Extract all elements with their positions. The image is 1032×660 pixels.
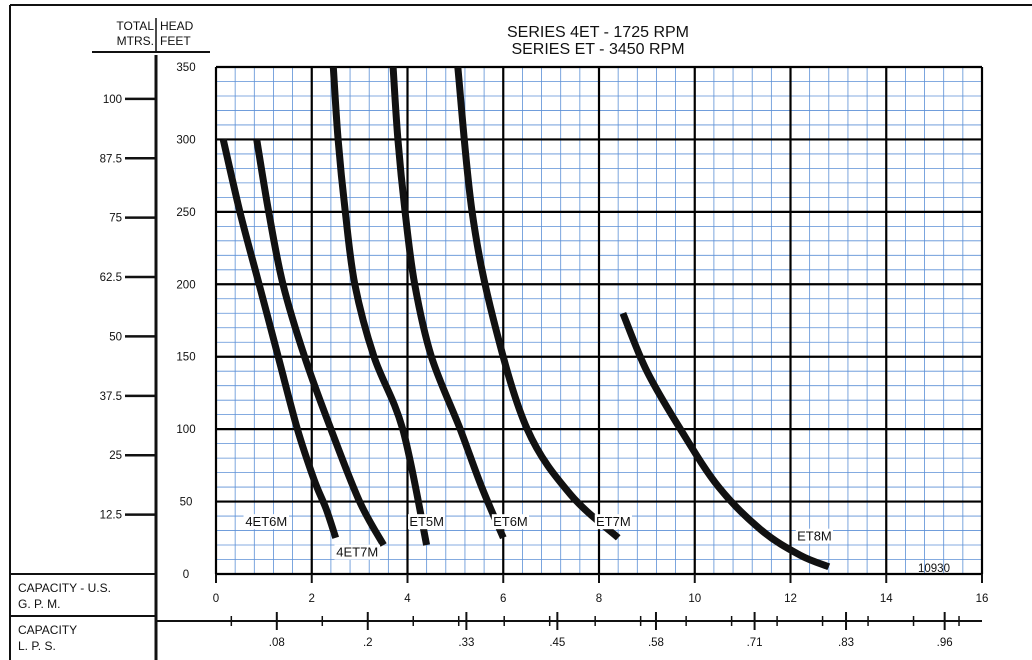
y-tick-label-meters: 50 [109, 331, 122, 343]
curve-label-bg-et5m [408, 514, 446, 530]
curve-4et6m [219, 138, 340, 539]
x-tick-label-gpm: 8 [596, 593, 602, 605]
y-tick-label-feet: 300 [176, 134, 195, 146]
y-tick-label-feet: 50 [180, 497, 193, 509]
y-tick-label-meters: 100 [103, 94, 122, 106]
y-tick-label-meters: 12.5 [100, 510, 122, 522]
curve-et8m [619, 311, 831, 571]
y-tick-label-meters: 25 [109, 450, 122, 462]
chart-code: 10930 [918, 563, 950, 575]
curve-label-et8m: ET8M [797, 529, 832, 544]
x-tick-label-lps: .58 [648, 637, 664, 649]
y-tick-label-feet: 250 [176, 207, 195, 219]
x-tick-label-lps: .71 [747, 637, 763, 649]
y-header-metric-2: MTRS. [117, 34, 154, 48]
axis-ticks: 05010015020025030035012.52537.55062.5758… [100, 62, 989, 649]
curve-label-et5m: ET5M [409, 514, 444, 529]
curve-labels: 4ET6M 4ET7M ET5M ET6M ET7M ET8M [243, 514, 834, 560]
x-tick-label-lps: .83 [838, 637, 854, 649]
y-tick-label-meters: 87.5 [100, 153, 122, 165]
curve-label-et6m: ET6M [493, 514, 528, 529]
y-header-feet-1: HEAD [160, 19, 194, 33]
y-header-metric-1: TOTAL [116, 19, 154, 33]
x-axis-lps-label-2: L. P. S. [18, 639, 56, 653]
curve-et6m [389, 66, 507, 540]
grid-major [214, 65, 984, 576]
x-tick-label-gpm: 12 [784, 593, 797, 605]
curve-et7m [454, 66, 621, 541]
curve-label-bg-et8m [795, 528, 834, 544]
x-axis-gpm-label-1: CAPACITY - U.S. [18, 581, 111, 595]
curve-label-4et7m: 4ET7M [336, 545, 378, 560]
x-tick-label-lps: .33 [458, 637, 474, 649]
y-tick-label-meters: 62.5 [100, 272, 122, 284]
x-tick-label-gpm: 4 [404, 593, 411, 605]
y-tick-label-feet: 200 [176, 279, 195, 291]
y-tick-label-feet: 350 [176, 62, 195, 74]
x-tick-label-gpm: 6 [500, 593, 506, 605]
x-tick-label-gpm: 14 [880, 593, 893, 605]
x-tick-label-lps: .45 [549, 637, 565, 649]
curve-label-4et6m: 4ET6M [245, 514, 287, 529]
pump-curves [219, 66, 831, 571]
y-header-feet-2: FEET [160, 34, 191, 48]
y-tick-label-meters: 75 [109, 213, 122, 225]
curve-label-bg-et7m [594, 514, 632, 530]
x-tick-label-gpm: 2 [309, 593, 315, 605]
y-tick-label-feet: 0 [183, 569, 189, 581]
y-tick-label-feet: 100 [176, 424, 195, 436]
curve-4et7m [253, 138, 387, 547]
x-tick-label-lps: .08 [269, 637, 285, 649]
chart-title-line-2: SERIES ET - 3450 RPM [511, 41, 684, 58]
x-tick-label-gpm: 0 [213, 593, 219, 605]
chart-title-line-1: SERIES 4ET - 1725 RPM [507, 24, 689, 41]
x-tick-label-lps: .96 [937, 637, 953, 649]
x-axis-lps-label-1: CAPACITY [18, 623, 77, 637]
x-tick-label-gpm: 10 [688, 593, 701, 605]
curve-label-bg-4et6m [243, 514, 290, 530]
curve-label-bg-4et7m [334, 544, 380, 560]
y-tick-label-meters: 37.5 [100, 391, 122, 403]
x-tick-label-lps: .2 [363, 637, 373, 649]
curve-label-bg-et6m [491, 514, 530, 530]
y-tick-label-feet: 150 [176, 352, 195, 364]
x-tick-label-gpm: 16 [976, 593, 989, 605]
curve-et5m [329, 66, 431, 546]
x-axis-gpm-label-2: G. P. M. [18, 597, 60, 611]
curve-label-et7m: ET7M [596, 514, 631, 529]
